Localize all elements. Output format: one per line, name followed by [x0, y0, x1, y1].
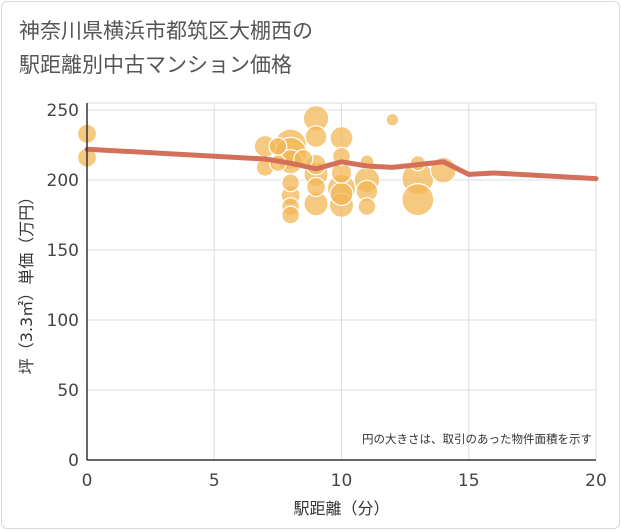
y-tick-label: 100: [47, 311, 79, 331]
bubble: [305, 176, 327, 198]
trend-line-group: [84, 146, 599, 182]
x-tick-label: 5: [209, 471, 220, 491]
axes: [86, 103, 596, 461]
bubble: [281, 205, 301, 225]
chart-title-line-1: 神奈川県横浜市都筑区大棚西の: [19, 19, 313, 43]
bubble: [268, 136, 288, 156]
y-tick-label: 150: [47, 241, 79, 261]
tick-labels: 0 50 100 150 200 250 0 5 10 15 20: [47, 101, 607, 491]
bubble: [281, 173, 301, 193]
bubble: [401, 183, 435, 217]
x-tick-label: 20: [585, 471, 607, 491]
y-tick-label: 0: [68, 451, 79, 471]
x-axis-label: 駅距離（分）: [293, 499, 389, 518]
bubble: [329, 125, 354, 151]
x-tick-label: 15: [458, 471, 480, 491]
y-tick-label: 200: [47, 171, 79, 191]
y-axis-label: 坪（3.3㎡）単価（万円）: [17, 189, 36, 374]
bubble: [304, 125, 328, 149]
y-tick-label: 50: [57, 381, 79, 401]
x-tick-label: 0: [82, 471, 93, 491]
y-tick-label: 250: [47, 101, 79, 121]
bubble: [357, 197, 377, 217]
bubble: [385, 112, 400, 127]
size-annotation: 円の大きさは、取引のあった物件面積を示す: [362, 432, 592, 446]
x-tick-label: 10: [331, 471, 353, 491]
trend-line: [84, 146, 599, 182]
chart-title-line-2: 駅距離別中古マンション価格: [19, 53, 292, 77]
bubble: [329, 181, 354, 207]
chart-title: 神奈川県横浜市都筑区大棚西の 駅距離別中古マンション価格: [19, 14, 313, 82]
